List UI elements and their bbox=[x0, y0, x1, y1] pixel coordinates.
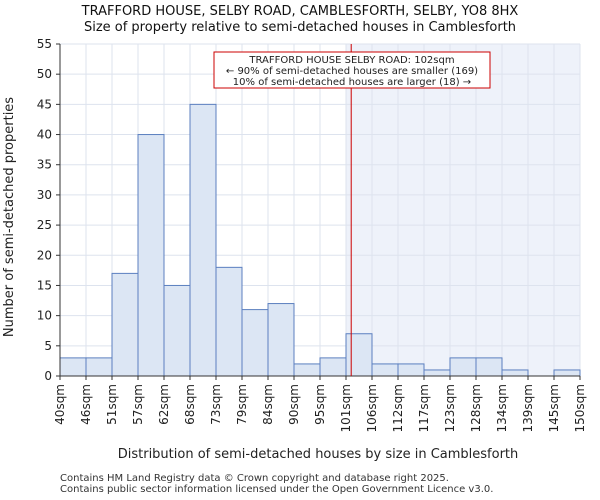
x-tick-label: 79sqm bbox=[235, 384, 249, 425]
annotation-line: ← 90% of semi-detached houses are smalle… bbox=[226, 66, 478, 77]
histogram-bar bbox=[345, 333, 373, 377]
x-tick-label: 57sqm bbox=[131, 384, 145, 425]
chart-subtitle: Size of property relative to semi-detach… bbox=[84, 20, 516, 35]
histogram-bar bbox=[59, 357, 87, 377]
footer-line-2: Contains public sector information licen… bbox=[60, 484, 494, 495]
x-tick-label: 84sqm bbox=[261, 384, 275, 425]
histogram-bar bbox=[553, 369, 581, 377]
footer-line-1: Contains HM Land Registry data © Crown c… bbox=[60, 473, 449, 484]
x-tick-label: 117sqm bbox=[417, 384, 431, 432]
y-axis-label: Number of semi-detached properties bbox=[2, 97, 17, 337]
x-tick-label: 128sqm bbox=[469, 384, 483, 432]
histogram-bar bbox=[241, 309, 269, 377]
histogram-bar bbox=[501, 369, 529, 377]
histogram-bar bbox=[189, 103, 217, 377]
histogram-bar bbox=[267, 303, 295, 377]
histogram-bar bbox=[111, 272, 139, 377]
chart-title: TRAFFORD HOUSE, SELBY ROAD, CAMBLESFORTH… bbox=[81, 4, 519, 19]
y-tick-label: 35 bbox=[37, 158, 52, 172]
x-tick-label: 150sqm bbox=[573, 384, 587, 432]
histogram-bar bbox=[293, 363, 321, 377]
y-tick-label: 50 bbox=[37, 67, 52, 81]
x-tick-label: 90sqm bbox=[287, 384, 301, 425]
histogram-bar bbox=[371, 363, 399, 377]
histogram-bar bbox=[319, 357, 347, 377]
x-tick-label: 73sqm bbox=[209, 384, 223, 425]
y-tick-label: 55 bbox=[37, 37, 52, 51]
x-tick-label: 145sqm bbox=[547, 384, 561, 432]
plot-area: 0 5 10 15 20 25 30 35 40 45 50 55 40sqm 46sqm 51sqm 57s… bbox=[37, 37, 587, 432]
x-tick-label: 95sqm bbox=[313, 384, 327, 425]
y-tick-label: 10 bbox=[37, 309, 52, 323]
x-axis-label: Distribution of semi-detached houses by … bbox=[118, 447, 519, 462]
y-tick-label: 5 bbox=[44, 339, 52, 353]
histogram-bar bbox=[85, 357, 113, 377]
histogram-bar bbox=[423, 369, 451, 377]
histogram-bar bbox=[397, 363, 425, 377]
y-tick-label: 30 bbox=[37, 188, 52, 202]
histogram-bar bbox=[475, 357, 503, 377]
x-tick-label: 123sqm bbox=[443, 384, 457, 432]
histogram-bar bbox=[163, 284, 191, 377]
x-tick-label: 134sqm bbox=[495, 384, 509, 432]
annotation-line: TRAFFORD HOUSE SELBY ROAD: 102sqm bbox=[248, 55, 454, 66]
footer: Contains HM Land Registry data © Crown c… bbox=[60, 473, 493, 495]
x-tick-label: 139sqm bbox=[521, 384, 535, 432]
annotation-line: 10% of semi-detached houses are larger (… bbox=[233, 77, 471, 88]
larger-region-shade bbox=[346, 44, 580, 376]
histogram-bar bbox=[449, 357, 477, 377]
y-tick-label: 0 bbox=[44, 369, 52, 383]
y-tick-label: 15 bbox=[37, 278, 52, 292]
x-tick-label: 112sqm bbox=[391, 384, 405, 432]
x-tick-label: 51sqm bbox=[105, 384, 119, 425]
histogram-bar bbox=[137, 134, 165, 377]
x-tick-label: 106sqm bbox=[365, 384, 379, 432]
x-tick-label: 101sqm bbox=[339, 384, 353, 432]
x-tick-label: 62sqm bbox=[157, 384, 171, 425]
y-tick-label: 40 bbox=[37, 128, 52, 142]
annotation-box bbox=[213, 51, 491, 89]
y-tick-label: 45 bbox=[37, 97, 52, 111]
histogram-bar bbox=[215, 266, 243, 377]
x-tick-label: 40sqm bbox=[53, 384, 67, 425]
y-tick-label: 20 bbox=[37, 248, 52, 262]
x-tick-label: 68sqm bbox=[183, 384, 197, 425]
x-tick-label: 46sqm bbox=[79, 384, 93, 425]
y-tick-label: 25 bbox=[37, 218, 52, 232]
